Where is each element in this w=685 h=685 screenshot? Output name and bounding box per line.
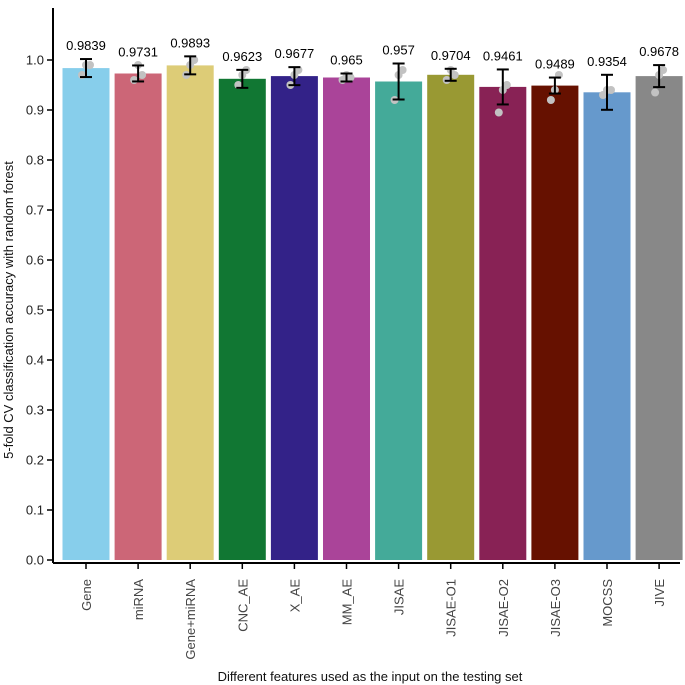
x-axis-title: Different features used as the input on …	[218, 669, 523, 684]
sample-points	[78, 56, 668, 117]
y-tick-label: 0.8	[26, 153, 44, 168]
y-tick-label: 0.0	[26, 553, 44, 568]
value-label-gene-mirna: 0.9893	[170, 35, 210, 50]
bar-jisae-o3	[531, 85, 579, 560]
bars	[62, 65, 683, 561]
error-bar-jisae-o2	[496, 68, 509, 106]
y-tick-label: 0.5	[26, 303, 44, 318]
error-bars	[80, 55, 666, 111]
bar-mocss	[583, 92, 631, 561]
sample-point-jisae-o1	[450, 71, 459, 79]
error-bar-cnc-ae	[236, 68, 249, 89]
bar-jisae	[375, 81, 423, 560]
sample-point-mocss	[607, 86, 615, 94]
value-labels: 0.9839 0.9731 0.9893 0.9623 0.9677 0.965 0.957…	[66, 35, 679, 71]
x-tick-label-jisae-o1: JISAE-O1	[444, 579, 459, 637]
value-label-gene: 0.9839	[66, 38, 106, 53]
axes: Gene miRNA Gene+miRNA CNC_AE X_AE MM_AE JISAE J…	[26, 8, 680, 660]
x-tick-label-mm-ae: MM_AE	[340, 579, 355, 626]
x-tick-label-x-ae: X_AE	[287, 579, 302, 613]
sample-point-jisae-o3	[546, 96, 555, 104]
bar-gene	[62, 68, 110, 560]
error-bar-x-ae	[288, 66, 301, 87]
error-bar-jive	[653, 64, 666, 89]
x-tick-label-jisae-o2: JISAE-O2	[496, 579, 511, 637]
y-tick-label: 0.3	[26, 403, 44, 418]
sample-point-gene	[86, 61, 94, 69]
y-tick-label: 0.2	[26, 453, 44, 468]
x-tick-label-mirna: miRNA	[131, 579, 146, 620]
value-label-jisae: 0.957	[382, 43, 415, 58]
x-tick-label-gene: Gene	[79, 579, 94, 611]
error-bar-mm-ae	[340, 72, 353, 83]
sample-point-mm-ae	[346, 73, 355, 82]
value-label-mirna: 0.9731	[118, 44, 158, 59]
y-tick-label: 0.4	[26, 353, 44, 368]
sample-point-mirna	[138, 71, 147, 79]
error-bar-jisae-o3	[548, 76, 561, 95]
x-tick-label-gene-mirna: Gene+miRNA	[183, 579, 198, 660]
value-label-jisae-o1: 0.9704	[431, 48, 471, 63]
error-bar-jisae-o1	[444, 67, 457, 82]
x-tick-label-jisae-o3: JISAE-O3	[548, 579, 563, 637]
value-label-mocss: 0.9354	[587, 54, 627, 69]
value-label-jisae-o3: 0.9489	[535, 57, 575, 72]
error-bar-mocss	[601, 73, 613, 111]
y-tick-label: 0.9	[26, 103, 44, 118]
x-tick-label-jive: JIVE	[652, 579, 667, 607]
y-tick-label: 0.7	[26, 203, 44, 218]
value-label-mm-ae: 0.965	[330, 53, 363, 68]
sample-point-jisae	[398, 66, 407, 74]
bar-gene-mirna	[166, 65, 214, 561]
value-label-cnc-ae: 0.9623	[222, 49, 262, 64]
sample-point-jisae-o2	[502, 81, 511, 89]
bar-mm-ae	[323, 77, 370, 560]
sample-point-gene-mirna	[190, 56, 199, 64]
error-bar-gene-mirna	[184, 55, 197, 76]
value-label-jisae-o2: 0.9461	[483, 48, 523, 63]
bar-x-ae	[270, 76, 318, 560]
sample-point-jive	[651, 88, 660, 97]
sample-point-jisae-o2	[494, 108, 503, 117]
error-bar-jisae	[392, 62, 405, 101]
y-tick-label: 1.0	[26, 53, 44, 68]
x-tick-label-jisae: JISAE	[392, 579, 407, 615]
x-tick-label-mocss: MOCSS	[600, 579, 615, 627]
sample-point-mirna	[130, 76, 139, 84]
bar-jisae-o2	[479, 86, 527, 561]
sample-point-jive	[659, 66, 668, 74]
y-axis-title: 5-fold CV classification accuracy with r…	[1, 161, 16, 459]
value-label-x-ae: 0.9677	[275, 46, 315, 61]
error-bar-mirna	[132, 64, 145, 83]
bar-mirna	[114, 73, 162, 560]
value-label-jive: 0.9678	[639, 44, 679, 59]
x-tick-label-cnc-ae: CNC_AE	[235, 579, 250, 632]
bar-jive	[635, 76, 683, 560]
error-bar-gene	[80, 58, 92, 79]
bar-jisae-o1	[427, 74, 475, 561]
bar-cnc-ae	[218, 78, 266, 561]
y-tick-label: 0.1	[26, 503, 44, 518]
y-tick-label: 0.6	[26, 253, 44, 268]
